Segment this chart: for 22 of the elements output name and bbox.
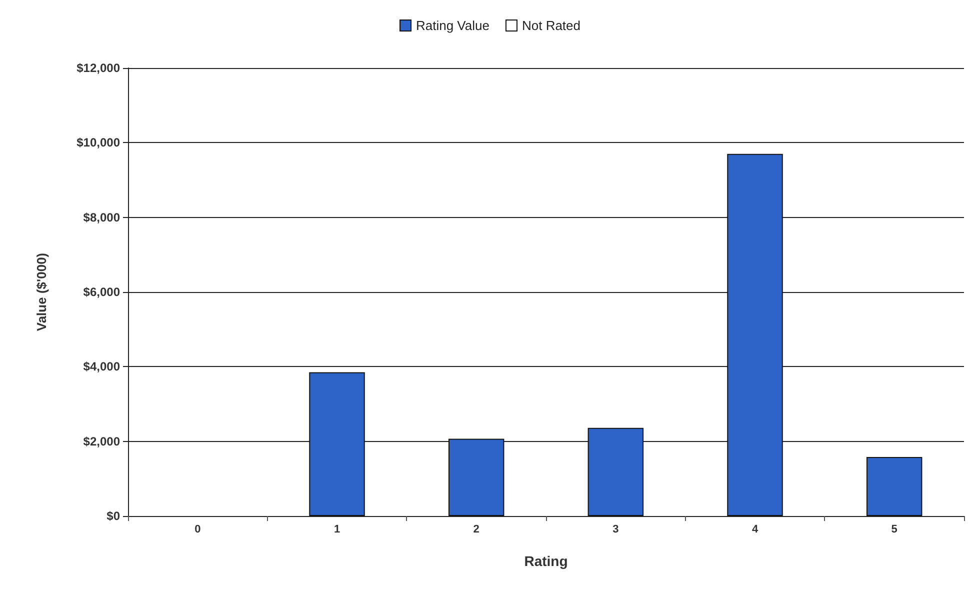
- bar: [727, 154, 783, 516]
- y-tick-label: $10,000: [76, 136, 120, 150]
- y-tick-label: $0: [106, 509, 120, 523]
- bar: [448, 438, 504, 516]
- y-tick-label: $6,000: [83, 285, 120, 299]
- legend-label: Rating Value: [416, 18, 490, 33]
- x-tick-label: 1: [334, 524, 340, 536]
- bar: [588, 428, 644, 516]
- x-tick-label: 5: [891, 524, 898, 536]
- x-tick-label: 4: [752, 524, 759, 536]
- legend-label: Not Rated: [522, 18, 581, 33]
- x-tick-label: 3: [612, 524, 619, 536]
- x-tick-label: 2: [473, 524, 480, 536]
- y-tick-label: $2,000: [83, 434, 120, 448]
- x-tick-label: 0: [194, 524, 201, 536]
- y-tick-label: $8,000: [83, 210, 120, 224]
- bar: [309, 372, 365, 516]
- x-axis-title: Rating: [524, 553, 568, 569]
- y-axis-title: Value ($'000): [34, 252, 49, 332]
- y-tick-label: $4,000: [83, 360, 120, 374]
- bar: [866, 457, 922, 516]
- y-tick-label: $12,000: [76, 61, 120, 75]
